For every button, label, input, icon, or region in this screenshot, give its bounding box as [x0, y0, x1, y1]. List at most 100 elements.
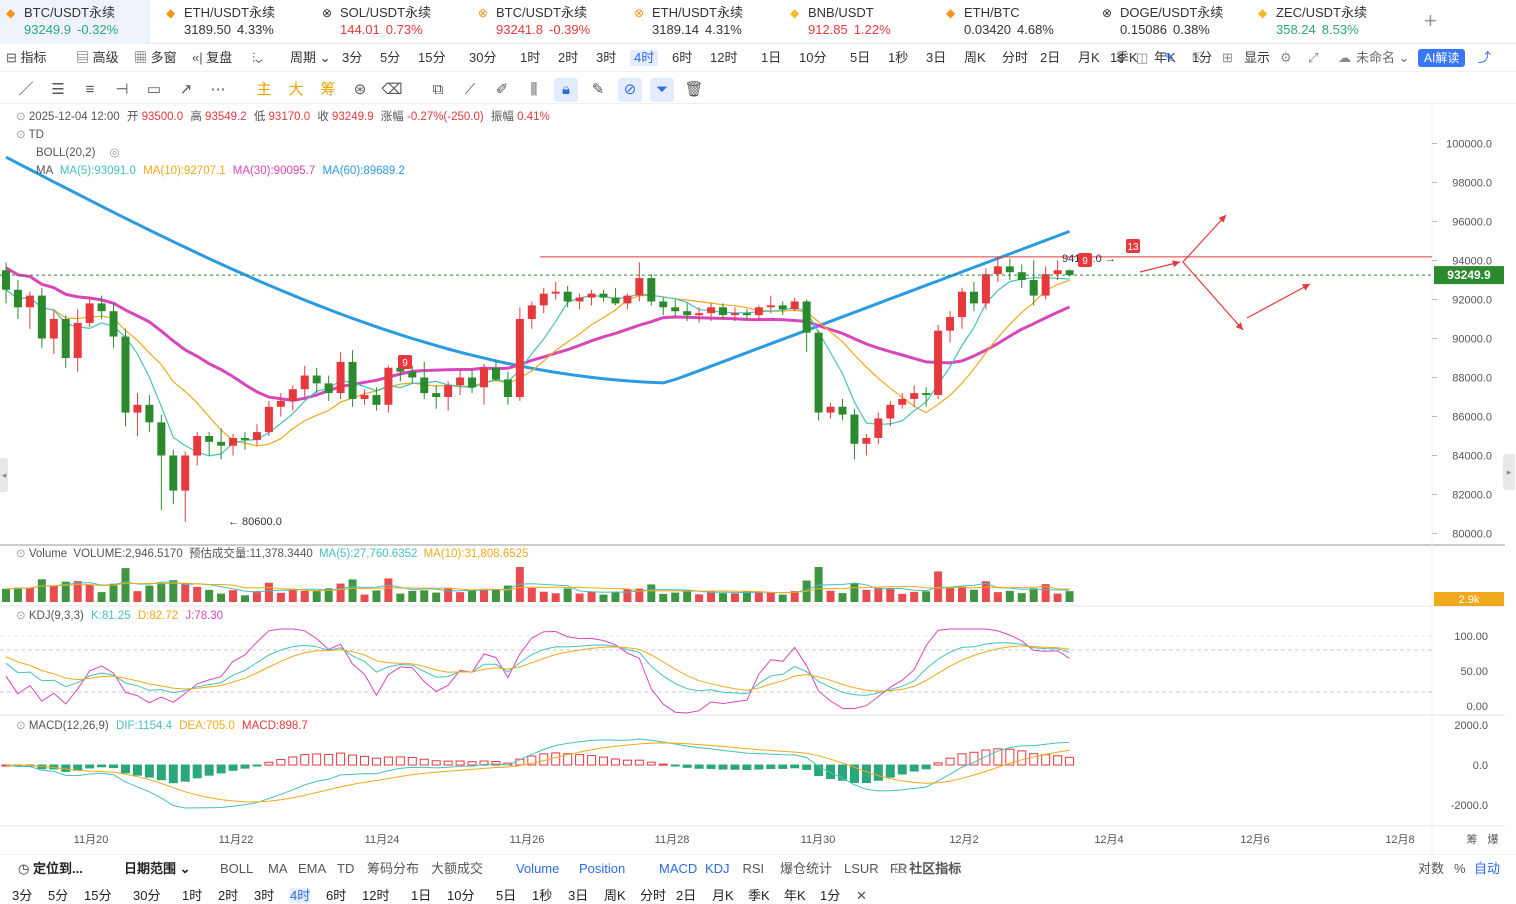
close-icon[interactable]: ✕: [856, 888, 867, 903]
rectangle-tool-icon[interactable]: ▭: [146, 81, 162, 98]
bottom-period-option[interactable]: 4时: [290, 888, 311, 903]
delete-icon[interactable]: 🗑︎: [684, 81, 704, 98]
bottom-period-option[interactable]: 15分: [84, 888, 112, 903]
ma-indicator-label[interactable]: MA MA(5):93091.0 MA(10):92707.1 MA(30):9…: [36, 165, 405, 177]
collapse-right-handle[interactable]: ▸: [1503, 454, 1515, 490]
bottom-period-option[interactable]: 10分: [447, 888, 475, 903]
bottom-period-option[interactable]: 3分: [12, 888, 33, 903]
macd-indicator-label[interactable]: ⊙ MACD(12,26,9) DIF:1154.4 DEA:705.0 MAC…: [16, 720, 308, 732]
settings-icon[interactable]: ⚙: [1280, 50, 1292, 65]
bottom-period-option[interactable]: 1时: [182, 888, 203, 903]
bottom-period-option[interactable]: 5日: [496, 888, 517, 903]
period-option[interactable]: 1分: [1192, 50, 1213, 65]
period-dropdown[interactable]: 周期 ⌄: [290, 50, 331, 65]
display-button[interactable]: 显示: [1244, 50, 1271, 65]
bottom-period-option[interactable]: 年K: [784, 888, 806, 903]
eye-off-icon[interactable]: ◎: [109, 147, 120, 159]
ruler-icon[interactable]: ⟋: [464, 81, 476, 98]
log-scale-toggle[interactable]: 对数: [1418, 861, 1445, 876]
collapse-left-handle[interactable]: ◂: [0, 458, 8, 492]
ticker-tab[interactable]: ⊗ SOL/USDT永续 144.01 0.73%: [316, 0, 466, 44]
sub-indicator-option[interactable]: 爆仓统计: [780, 861, 833, 876]
ticker-tab[interactable]: ⊗ BTC/USDT永续 93241.8 -0.39%: [472, 0, 622, 44]
ticker-tab[interactable]: ◆ ETH/USDT永续 3189.50 4.33%: [160, 0, 310, 44]
bottom-period-option[interactable]: 1秒: [532, 888, 553, 903]
community-indicator-button[interactable]: ☑ 社区指标: [894, 861, 962, 876]
bottom-period-option[interactable]: 12时: [362, 888, 390, 903]
camera-icon[interactable]: ◫: [1136, 50, 1149, 65]
period-option[interactable]: 2日: [1040, 50, 1061, 65]
fullscreen-icon[interactable]: ⤢: [1308, 50, 1319, 65]
ticker-tab[interactable]: ◆ ETH/BTC 0.03420 4.68%: [940, 0, 1090, 44]
visibility-icon[interactable]: ⊘: [618, 78, 642, 102]
period-option[interactable]: 分时: [1002, 50, 1029, 65]
bottom-period-option[interactable]: 季K: [748, 888, 770, 903]
bottom-period-option[interactable]: 3日: [568, 888, 589, 903]
main-indicator-option[interactable]: BOLL: [220, 861, 254, 876]
bottom-period-option[interactable]: 2日: [676, 888, 697, 903]
main-force-tool[interactable]: 主: [256, 81, 272, 98]
eraser-icon[interactable]: ⌫: [381, 81, 403, 98]
copy-icon[interactable]: ⧉: [432, 81, 444, 98]
bottom-period-option[interactable]: 月K: [712, 888, 734, 903]
period-option[interactable]: 6时: [672, 50, 693, 65]
period-option[interactable]: 年K: [1154, 50, 1176, 65]
more-tools-icon[interactable]: ⋯: [210, 81, 226, 98]
multi-window-button[interactable]: ▦ 多窗: [134, 50, 177, 65]
ticker-tab[interactable]: ◆ BTC/USDT永续 93249.9 -0.32%: [0, 0, 150, 44]
channel-tool-icon[interactable]: ≡: [85, 81, 95, 98]
bottom-period-option[interactable]: 1分: [820, 888, 841, 903]
advanced-button[interactable]: ▤ 高级: [76, 50, 119, 65]
ticker-tab[interactable]: ◆ BNB/USDT 912.85 1.22%: [784, 0, 934, 44]
boll-indicator-label[interactable]: BOLL(20,2) ◎: [36, 147, 120, 159]
period-option[interactable]: 3日: [926, 50, 947, 65]
measure-icon[interactable]: ⫼: [530, 81, 538, 98]
sub-indicator-option[interactable]: RSI: [742, 861, 765, 876]
indicator-button[interactable]: ⊟ 指标: [6, 50, 47, 65]
layout-name-dropdown[interactable]: 未命名 ⌄: [1356, 50, 1410, 65]
lock-icon[interactable]: 🔒︎: [554, 78, 578, 102]
main-indicator-option[interactable]: 筹码分布: [367, 861, 420, 876]
bottom-period-option[interactable]: 1日: [411, 888, 432, 903]
sub-indicator-option[interactable]: Position: [579, 861, 626, 876]
line-tool-icon[interactable]: ／: [18, 81, 34, 98]
main-indicator-option[interactable]: MA: [268, 861, 288, 876]
period-option[interactable]: 4时: [630, 50, 659, 66]
bottom-period-option[interactable]: 6时: [326, 888, 347, 903]
ticker-tab[interactable]: ⊗ ETH/USDT永续 3189.14 4.31%: [628, 0, 778, 44]
period-option[interactable]: 1日: [761, 50, 782, 65]
kdj-indicator-label[interactable]: ⊙ KDJ(9,3,3) K:81.25 D:82.72 J:78.30: [16, 610, 224, 622]
period-option[interactable]: 5日: [850, 50, 871, 65]
hline-group-icon[interactable]: ☰: [51, 81, 65, 98]
ai-interpret-button[interactable]: AI解读: [1418, 49, 1466, 67]
seconds-button[interactable]: 1s: [1110, 50, 1124, 65]
period-option[interactable]: 周K: [964, 50, 986, 65]
bottom-period-option[interactable]: 分时: [640, 888, 667, 903]
main-indicator-option[interactable]: EMA: [298, 861, 327, 876]
bottom-period-option[interactable]: 3时: [254, 888, 275, 903]
period-option[interactable]: 季K: [1116, 50, 1138, 65]
bottom-period-option[interactable]: 5分: [48, 888, 69, 903]
magnet-icon[interactable]: ⊛: [353, 81, 367, 98]
period-option[interactable]: 1秒: [888, 50, 909, 65]
date-range-dropdown[interactable]: 日期范围 ⌄: [124, 861, 191, 876]
filter-icon[interactable]: ⏷: [650, 78, 674, 102]
export-icon[interactable]: ⇱: [1192, 50, 1203, 65]
horizontal-ray-icon[interactable]: ⊣: [115, 81, 129, 98]
period-option[interactable]: 月K: [1078, 50, 1100, 65]
share-icon[interactable]: ⤴: [1478, 50, 1492, 65]
add-ticker-icon[interactable]: +: [1424, 8, 1437, 33]
bottom-period-option[interactable]: 30分: [133, 888, 161, 903]
period-option[interactable]: 3分: [342, 50, 363, 65]
volume-indicator-label[interactable]: ⊙ Volume VOLUME:2,946.5170 预估成交量:11,378.…: [16, 548, 529, 560]
replay-button[interactable]: «| 复盘: [192, 50, 233, 65]
period-option[interactable]: 30分: [469, 50, 497, 65]
period-option[interactable]: 10分: [799, 50, 827, 65]
sub-indicator-option[interactable]: KDJ: [705, 861, 730, 876]
main-indicator-option[interactable]: 大额成交: [431, 861, 484, 876]
period-option[interactable]: 3时: [596, 50, 617, 65]
trend-tool-icon[interactable]: ↗: [179, 81, 193, 98]
big-order-tool[interactable]: 大: [288, 81, 304, 98]
chip-tool[interactable]: 筹: [320, 81, 336, 98]
notes-icon[interactable]: ✎: [591, 81, 605, 98]
